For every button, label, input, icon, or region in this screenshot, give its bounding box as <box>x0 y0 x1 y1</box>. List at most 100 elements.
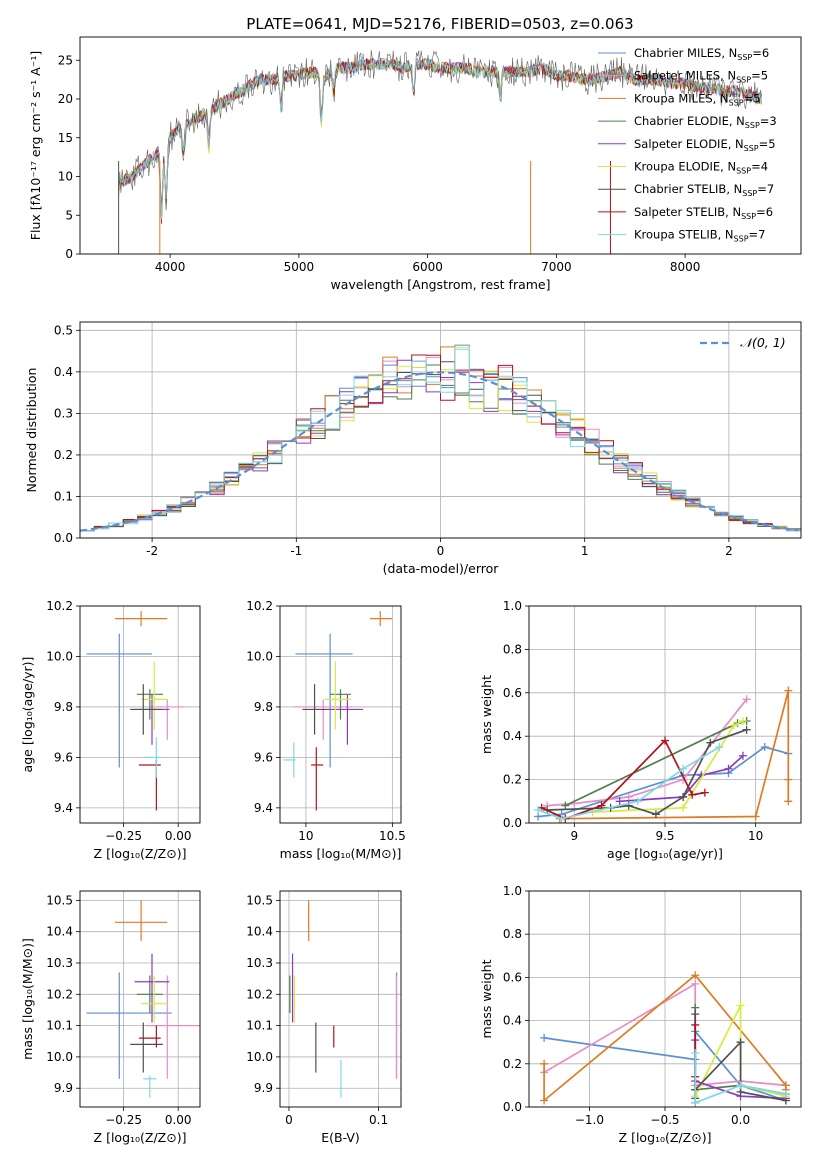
legend-n-value: 5 <box>768 137 775 151</box>
y-tick-label: 0.0 <box>54 531 73 545</box>
errorbar-point <box>311 747 324 811</box>
x-tick-label: 5000 <box>284 260 315 274</box>
legend-series-name: Chabrier MILES <box>634 46 721 60</box>
legend-n-prefix: , N <box>718 228 734 242</box>
errorbar-point <box>134 953 170 1023</box>
series-marker <box>597 801 606 810</box>
legend-series-name: Kroupa ELODIE <box>634 160 720 174</box>
y-tick-label: 0.8 <box>503 642 522 656</box>
axes-frame <box>79 36 802 255</box>
x-tick-label: −0.25 <box>105 1113 142 1127</box>
plot-area <box>86 900 200 1098</box>
legend-n-prefix: , N <box>725 205 741 219</box>
axes-frame <box>279 890 402 1108</box>
x-tick-label: 9.5 <box>655 829 674 843</box>
legend-series-name: Chabrier ELODIE <box>634 114 729 128</box>
legend-label: 𝒩(0, 1) <box>740 335 786 350</box>
series-marker <box>691 979 700 988</box>
y-tick-label: 0.1 <box>54 489 73 503</box>
series-marker <box>561 801 570 810</box>
y-tick-label: 0.0 <box>503 1100 522 1114</box>
residuals-panel: -2 -1 0 1 2 0.0 0.1 0.2 0.3 0.4 0.5 (data-model)/er… <box>24 321 802 576</box>
y-tick-label: 10.3 <box>46 956 73 970</box>
errorbar-point <box>136 975 163 1014</box>
x-tick-label: 0.00 <box>165 1113 192 1127</box>
x-tick-label: 10 <box>748 829 763 843</box>
series-marker <box>691 971 700 980</box>
legend-subscript: SSP <box>729 98 744 107</box>
mass-vs-z-panel: −0.25 0.00 9.9 10.0 10.1 10.2 10.3 10.4 10.5 Z [l… <box>20 890 201 1145</box>
legend-n-value: 7 <box>758 228 765 242</box>
series-marker <box>661 736 669 745</box>
y-tick-label: 9.8 <box>254 700 273 714</box>
x-tick-label: 6000 <box>412 260 443 274</box>
plot-area <box>289 900 398 1098</box>
legend-n-prefix: , N <box>720 160 736 174</box>
legend-equals: = <box>744 91 754 105</box>
series-line <box>592 720 744 813</box>
series-marker <box>715 743 724 752</box>
legend-equals: = <box>757 182 767 196</box>
errorbar-point <box>295 633 353 768</box>
y-tick-label: 0.0 <box>503 816 522 830</box>
plot-area <box>534 686 793 823</box>
legend-subscript: SSP <box>744 144 759 153</box>
legend-series-name: Kroupa STELIB <box>634 228 718 242</box>
mass-weight-vs-z-panel: −1.0 −0.5 0.0 0.0 0.2 0.4 0.6 0.8 1.0 Z [log₁₀(Z/… <box>479 884 802 1145</box>
y-tick-label: 9.8 <box>54 700 73 714</box>
legend-subscript: SSP <box>737 53 752 62</box>
series-marker <box>688 790 697 799</box>
x-tick-label: 4000 <box>155 260 186 274</box>
errorbar-point <box>302 684 327 735</box>
x-axis-label: age [log₁₀(age/yr)] <box>607 846 723 861</box>
y-axis-label: mass weight <box>479 675 494 754</box>
plot-area <box>283 611 393 811</box>
axes-frame <box>79 890 201 1108</box>
plot-area <box>540 971 790 1107</box>
legend-label: Kroupa MILES, NSSP=5 <box>634 91 761 107</box>
y-axis-label: Flux [fλ10⁻¹⁷ erg cm⁻² s⁻¹ A⁻¹] <box>28 51 43 240</box>
x-tick-label: 0 <box>285 1113 293 1127</box>
legend-label: Salpeter ELODIE, NSSP=5 <box>634 137 776 153</box>
series-marker <box>691 1049 700 1057</box>
series-marker <box>700 788 709 797</box>
series-marker <box>784 686 793 695</box>
x-tick-label: 10.5 <box>379 829 406 843</box>
series-marker <box>557 814 566 823</box>
legend-equals: = <box>751 160 761 174</box>
x-tick-label: −0.5 <box>650 1113 679 1127</box>
axes-frame <box>79 321 802 539</box>
errorbar-point <box>143 737 161 778</box>
legend-n-prefix: , N <box>728 137 744 151</box>
series-marker <box>706 738 715 747</box>
series-marker <box>784 797 793 806</box>
y-tick-label: 1.0 <box>503 884 522 898</box>
series-marker <box>691 1098 700 1107</box>
y-tick-label: 0 <box>65 247 73 261</box>
legend-n-prefix: , N <box>713 91 729 105</box>
legend-series-name: Salpeter STELIB <box>634 205 725 219</box>
x-tick-label: 9 <box>571 829 579 843</box>
axes-frame <box>528 890 802 1108</box>
y-tick-label: 10.2 <box>46 599 73 613</box>
errorbar-point <box>141 975 168 1023</box>
y-tick-label: 10.0 <box>246 1050 273 1064</box>
y-tick-label: 0.2 <box>54 448 73 462</box>
y-tick-label: 10.1 <box>246 1019 273 1033</box>
y-tick-label: 10.5 <box>246 893 273 907</box>
y-tick-label: 9.9 <box>254 1081 273 1095</box>
series-line <box>694 1053 787 1104</box>
legend-equals: = <box>760 114 770 128</box>
y-tick-label: 10.4 <box>46 925 73 939</box>
y-tick-label: 10.2 <box>46 987 73 1001</box>
series-marker <box>633 797 642 806</box>
y-tick-label: 9.9 <box>54 1081 73 1095</box>
y-tick-label: 10.0 <box>46 649 73 663</box>
errorbar-point <box>141 661 168 730</box>
series-marker <box>736 1081 745 1090</box>
y-tick-label: 25 <box>58 53 73 67</box>
series-marker <box>679 764 688 773</box>
series-marker <box>784 775 793 784</box>
legend-label: Kroupa STELIB, NSSP=7 <box>634 228 766 244</box>
